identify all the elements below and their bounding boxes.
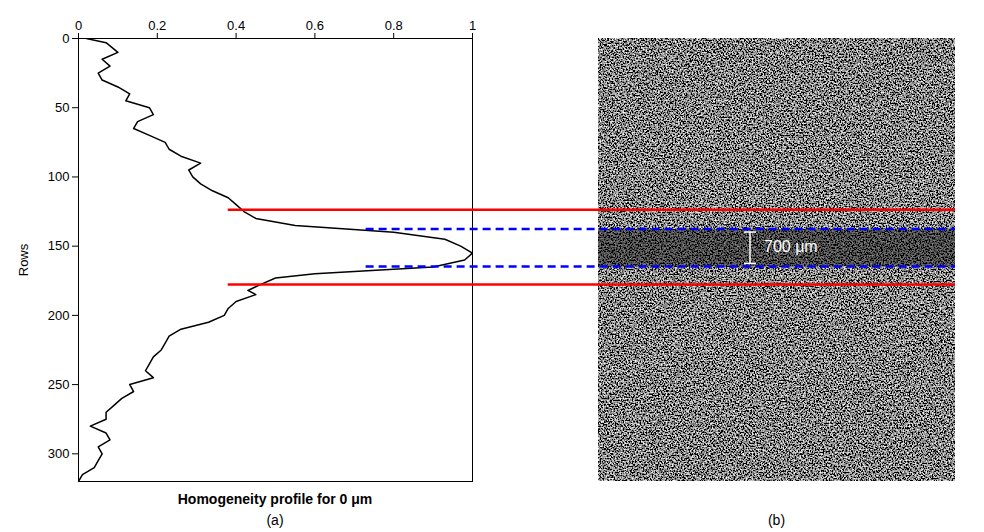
svg-text:1: 1 bbox=[469, 18, 476, 33]
svg-text:50: 50 bbox=[55, 100, 69, 115]
html-text:Homogeneity profile for 0 μm: Homogeneity profile for 0 μm bbox=[177, 491, 373, 507]
svg-text:200: 200 bbox=[48, 308, 70, 323]
svg-text:300: 300 bbox=[48, 446, 70, 461]
svg-text:Rows: Rows bbox=[16, 243, 31, 276]
svg-text:100: 100 bbox=[48, 169, 70, 184]
svg-text:0: 0 bbox=[62, 31, 69, 46]
html-text:(a): (a) bbox=[266, 512, 284, 528]
svg-text:250: 250 bbox=[48, 377, 70, 392]
svg-text:0: 0 bbox=[75, 18, 82, 33]
svg-text:150: 150 bbox=[48, 238, 70, 253]
svg-text:0.2: 0.2 bbox=[148, 18, 166, 33]
svg-text:700 μm: 700 μm bbox=[764, 238, 818, 255]
svg-text:0.6: 0.6 bbox=[306, 18, 324, 33]
html-text:(b): (b) bbox=[767, 512, 786, 528]
svg-text:0.4: 0.4 bbox=[227, 18, 245, 33]
svg-text:0.8: 0.8 bbox=[385, 18, 403, 33]
